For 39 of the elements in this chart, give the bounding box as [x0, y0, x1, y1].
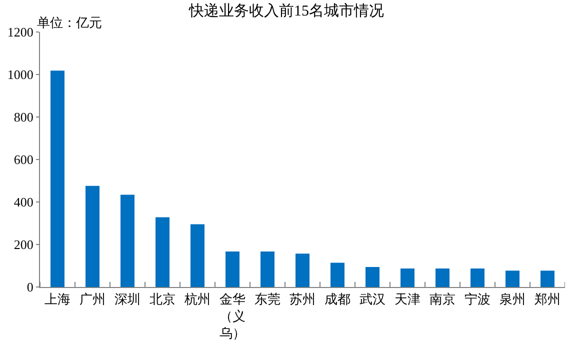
- bar: [190, 224, 204, 287]
- x-tick-label: 武汉: [360, 292, 386, 307]
- x-tick-label: 南京: [430, 292, 456, 307]
- x-tick-label: 泉州: [500, 292, 526, 307]
- x-tick-label: 深圳: [114, 292, 140, 307]
- y-tick-label: 1200: [7, 24, 34, 40]
- y-axis-title: 单位：亿元: [37, 15, 102, 30]
- bar: [506, 270, 520, 287]
- x-tick-label: 广州: [80, 292, 106, 307]
- bar: [330, 262, 344, 287]
- x-tick-label: 成都: [324, 292, 350, 307]
- x-tick-label: 郑州: [534, 292, 560, 307]
- bar: [296, 254, 310, 287]
- bar: [226, 252, 240, 287]
- x-tick-label: 金华（义乌）: [220, 292, 246, 340]
- x-tick-label: 杭州: [184, 292, 210, 307]
- x-tick-label: 苏州: [290, 292, 316, 307]
- x-tick-label: 上海: [44, 292, 70, 307]
- bar: [86, 186, 100, 287]
- bar: [50, 70, 64, 287]
- y-tick-label: 200: [14, 237, 34, 252]
- bar: [540, 270, 554, 287]
- x-tick-label: 天津: [394, 292, 420, 307]
- bar: [260, 252, 274, 287]
- x-tick-label: 宁波: [464, 292, 490, 307]
- y-tick-label: 800: [14, 110, 34, 125]
- y-tick-label: 1000: [7, 67, 34, 82]
- y-tick-label: 400: [14, 194, 34, 210]
- bar: [470, 268, 484, 287]
- bar: [156, 217, 170, 287]
- bar: [366, 267, 380, 287]
- y-tick-label: 600: [14, 152, 34, 168]
- x-tick-label: 北京: [150, 292, 176, 307]
- y-tick-label: 0: [26, 280, 34, 295]
- bar: [436, 268, 450, 287]
- x-tick-label: 东莞: [254, 292, 280, 307]
- chart-title: 快递业务收入前15名城市情况: [188, 2, 384, 20]
- bar: [120, 194, 134, 287]
- bar: [400, 268, 414, 287]
